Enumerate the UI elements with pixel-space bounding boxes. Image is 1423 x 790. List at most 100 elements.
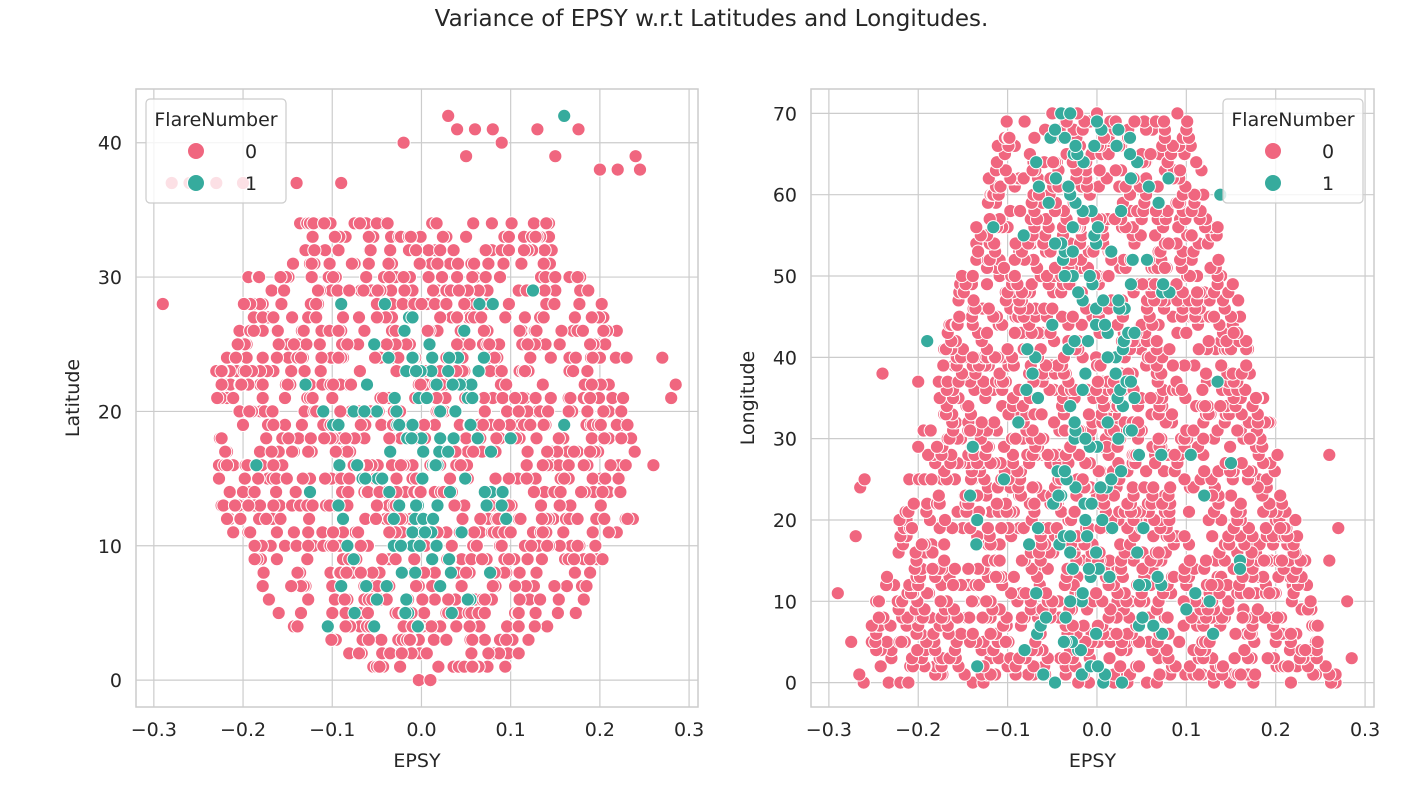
longitude-point-flare-1: [1089, 114, 1105, 129]
longitude-point-flare-1: [1127, 390, 1142, 406]
longitude-point-flare-0: [1027, 130, 1042, 145]
longitude-scatter-panel: −0.3 −0.2 −0.1 0.0 0.1 0.2 0.3010203040506070E…: [737, 88, 1380, 772]
longitude-point-flare-0: [1283, 675, 1299, 690]
latitude-point-flare-0: [499, 377, 514, 392]
latitude-point-flare-0: [551, 431, 566, 446]
latitude-point-flare-0: [363, 243, 378, 258]
longitude-point-flare-0: [1025, 423, 1040, 438]
latitude-point-flare-0: [434, 270, 450, 285]
longitude-point-flare-1: [1108, 366, 1123, 381]
latitude-point-flare-0: [264, 444, 279, 459]
longitude-point-flare-0: [952, 309, 967, 324]
latitude-point-flare-0: [595, 484, 610, 500]
latitude-point-flare-1: [381, 350, 396, 365]
latitude-point-flare-0: [293, 350, 309, 365]
latitude-point-flare-0: [584, 310, 599, 325]
latitude-point-flare-0: [228, 350, 243, 365]
latitude-point-flare-0: [271, 605, 286, 621]
longitude-point-flare-0: [1101, 268, 1116, 284]
latitude-point-flare-0: [535, 377, 550, 392]
longitude-point-flare-0: [996, 260, 1012, 275]
latitude-x-tick-label: −0.1: [309, 719, 355, 741]
latitude-point-flare-0: [576, 458, 591, 473]
latitude-point-flare-0: [383, 243, 398, 258]
latitude-point-flare-0: [484, 216, 499, 231]
latitude-point-flare-0: [520, 552, 535, 567]
latitude-point-flare-0: [517, 364, 533, 379]
latitude-point-flare-0: [353, 538, 368, 553]
longitude-point-flare-0: [1235, 610, 1250, 625]
longitude-point-flare-0: [1303, 594, 1318, 609]
latitude-point-flare-0: [466, 216, 481, 231]
latitude-point-flare-0: [310, 283, 326, 298]
latitude-point-flare-0: [255, 350, 270, 365]
latitude-point-flare-0: [305, 390, 320, 406]
latitude-point-flare-0: [614, 431, 629, 446]
latitude-point-flare-1: [417, 525, 433, 540]
longitude-point-flare-0: [1067, 504, 1082, 519]
latitude-scatter-panel: −0.3 −0.2 −0.1 0.0 0.1 0.2 0.3010203040EPSYLat…: [62, 88, 704, 772]
longitude-point-flare-0: [1143, 390, 1158, 406]
longitude-legend-marker-0: [1264, 142, 1282, 160]
longitude-point-flare-0: [848, 529, 863, 544]
latitude-point-flare-1: [460, 592, 475, 607]
latitude-point-flare-0: [501, 229, 516, 244]
latitude-point-flare-1: [429, 377, 444, 392]
latitude-point-flare-0: [381, 256, 396, 271]
longitude-y-tick-label: 60: [773, 185, 797, 207]
longitude-y-tick-label: 40: [773, 347, 797, 369]
longitude-point-flare-1: [1124, 423, 1139, 438]
latitude-point-flare-0: [529, 323, 544, 338]
latitude-point-flare-0: [584, 377, 599, 392]
latitude-point-flare-1: [359, 377, 375, 392]
longitude-point-flare-0: [979, 594, 994, 609]
longitude-point-flare-0: [1190, 285, 1205, 300]
latitude-point-flare-0: [520, 337, 535, 352]
latitude-point-flare-0: [382, 270, 397, 285]
longitude-point-flare-0: [1198, 553, 1214, 568]
longitude-point-flare-0: [1310, 618, 1325, 633]
longitude-point-flare-0: [1162, 342, 1177, 357]
latitude-point-flare-0: [530, 122, 545, 137]
latitude-point-flare-1: [412, 538, 427, 553]
longitude-point-flare-0: [1230, 423, 1245, 438]
latitude-point-flare-0: [211, 471, 227, 486]
longitude-point-flare-0: [894, 634, 909, 650]
latitude-point-flare-0: [474, 310, 489, 325]
longitude-point-flare-0: [1206, 309, 1222, 324]
longitude-point-flare-0: [971, 577, 987, 593]
latitude-point-flare-0: [374, 632, 389, 647]
latitude-point-flare-0: [214, 431, 229, 446]
latitude-point-flare-0: [353, 417, 368, 432]
latitude-point-flare-1: [405, 310, 420, 325]
latitude-point-flare-1: [479, 498, 494, 513]
latitude-point-flare-0: [289, 175, 304, 191]
latitude-point-flare-1: [410, 619, 425, 634]
longitude-point-flare-0: [1322, 553, 1337, 568]
longitude-point-flare-1: [1210, 374, 1225, 389]
longitude-point-flare-0: [992, 366, 1007, 381]
latitude-point-flare-1: [340, 538, 355, 553]
latitude-point-flare-0: [309, 296, 324, 312]
latitude-point-flare-1: [405, 525, 420, 540]
longitude-point-flare-1: [1063, 399, 1078, 414]
longitude-point-flare-1: [1030, 390, 1046, 406]
latitude-point-flare-0: [503, 525, 518, 540]
latitude-point-flare-0: [242, 404, 257, 419]
latitude-point-flare-0: [465, 270, 480, 285]
latitude-point-flare-0: [326, 270, 341, 285]
longitude-point-flare-0: [998, 163, 1013, 178]
longitude-point-flare-0: [925, 561, 940, 576]
latitude-point-flare-0: [668, 377, 683, 392]
latitude-point-flare-0: [485, 122, 500, 137]
longitude-point-flare-0: [979, 277, 995, 292]
latitude-point-flare-0: [300, 552, 315, 567]
latitude-point-flare-0: [571, 122, 586, 137]
longitude-point-flare-0: [1198, 366, 1214, 381]
longitude-point-flare-0: [1109, 626, 1124, 641]
longitude-point-flare-0: [966, 293, 981, 308]
longitude-point-flare-0: [914, 537, 929, 552]
longitude-point-flare-1: [1131, 577, 1147, 593]
longitude-point-flare-1: [1022, 537, 1037, 552]
latitude-point-flare-0: [361, 229, 376, 244]
